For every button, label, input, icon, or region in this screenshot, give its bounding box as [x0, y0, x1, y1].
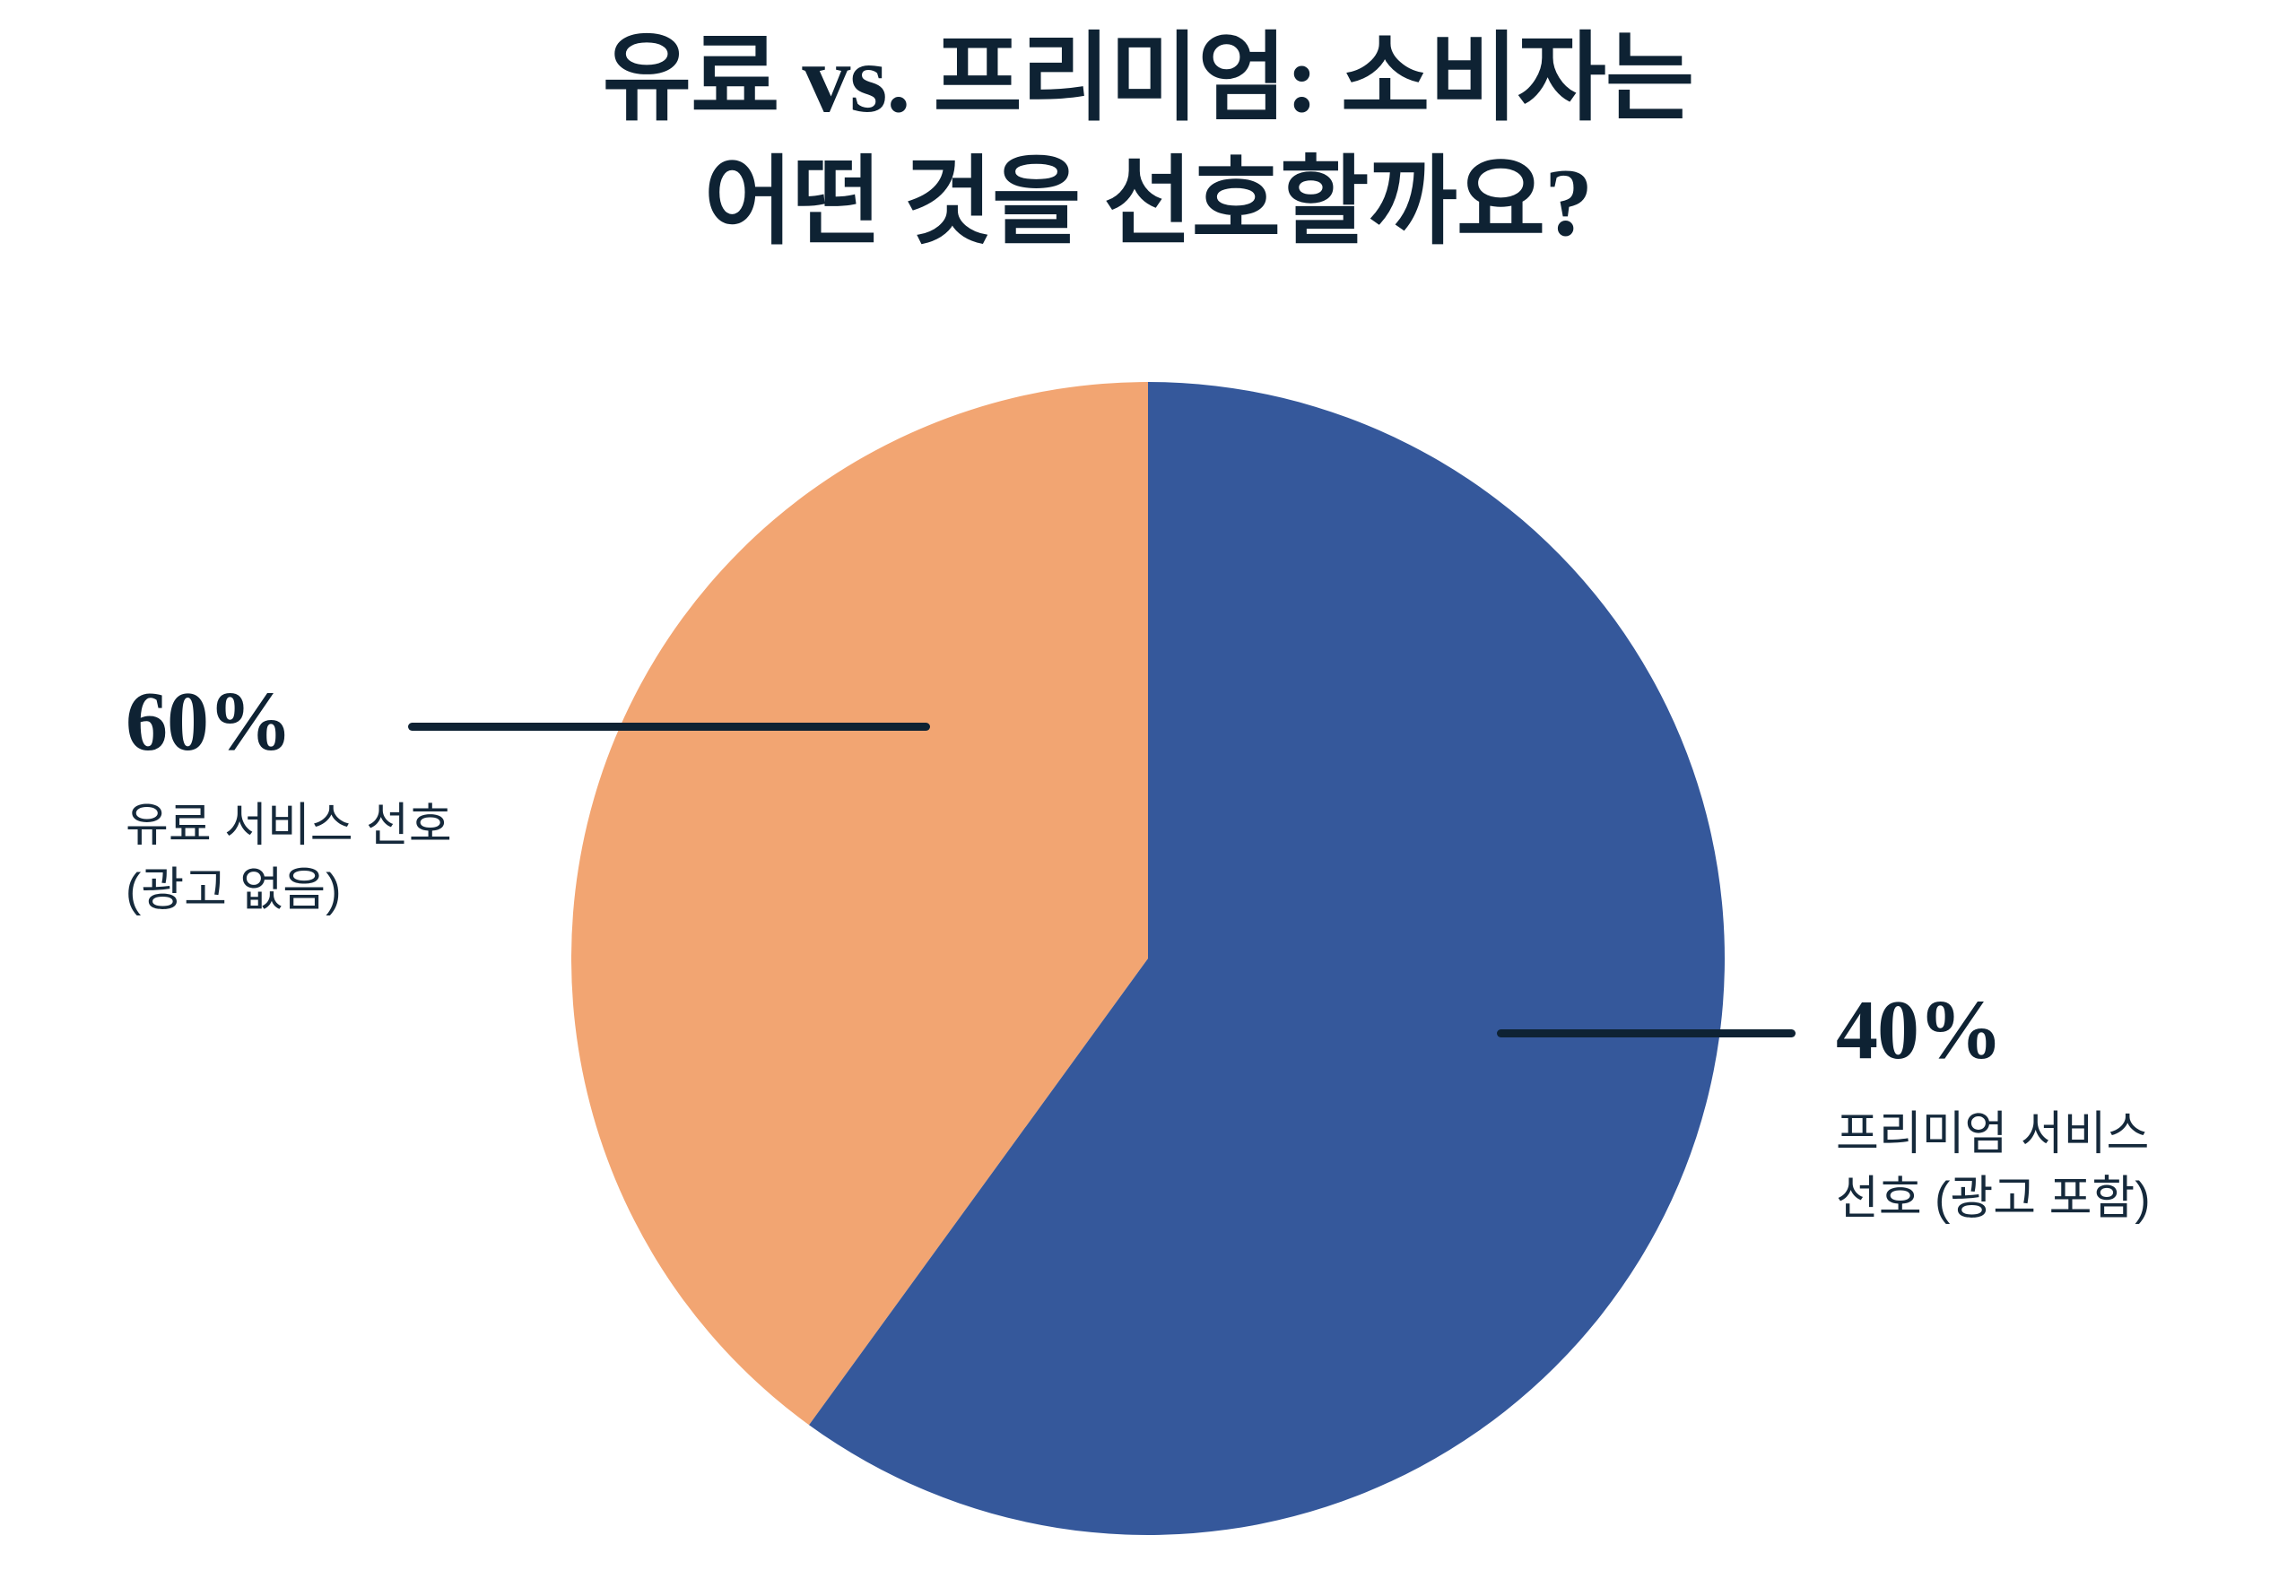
pie-chart	[571, 382, 1725, 1535]
callout-right-description: 프리미엄 서비스 선호 (광고 포함)	[1836, 1108, 2151, 1225]
callout-left-percent: 60%	[126, 675, 292, 768]
pie-slice-freemium[interactable]	[571, 382, 1148, 1426]
callout-right-percent: 40%	[1836, 984, 2003, 1077]
page-title: 유료 vs. 프리미엄: 소비자는 어떤 것을 선호할까요?	[602, 26, 1695, 257]
callout-right: 40% 프리미엄 서비스 선호 (광고 포함)	[1836, 988, 2284, 1232]
callout-left-description: 유료 서비스 선호 (광고 없음)	[126, 800, 452, 916]
leader-line-left	[408, 723, 930, 731]
leader-line-right	[1497, 1029, 1796, 1037]
callout-left: 60% 유료 서비스 선호 (광고 없음)	[126, 680, 592, 924]
pie-chart-svg	[571, 382, 1725, 1535]
pie-slice-paid[interactable]	[809, 382, 1725, 1535]
